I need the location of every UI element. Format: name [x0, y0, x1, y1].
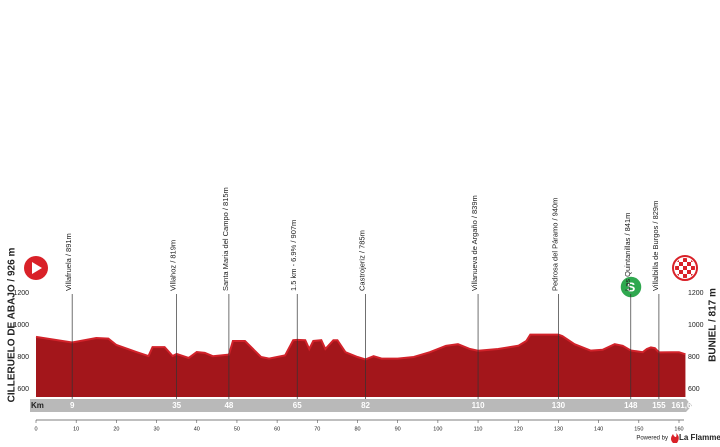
waypoint-label: Villalbilla de Burgos / 829m — [651, 201, 660, 291]
km-marker: 82 — [361, 401, 370, 410]
km-marker: 48 — [224, 401, 233, 410]
profile-edge — [35, 333, 686, 361]
x-tick-label: 90 — [395, 426, 401, 432]
distance-marker: 161,6 — [671, 401, 692, 410]
x-tick-label: 130 — [554, 426, 563, 432]
y-tick-label: 600 — [17, 386, 29, 393]
brand: La FlammeRouge — [679, 433, 720, 442]
x-tick-label: 40 — [194, 426, 200, 432]
km-marker: 35 — [172, 401, 181, 410]
x-tick-label: 140 — [594, 426, 603, 432]
x-tick-label: 20 — [113, 426, 119, 432]
x-tick-label: 150 — [634, 426, 643, 432]
km-marker: 110 — [472, 401, 485, 410]
waypoint-label: Pedrosa del Páramo / 940m — [550, 198, 559, 291]
y2-tick-label: 800 — [688, 354, 700, 361]
y-tick-label: 800 — [17, 354, 29, 361]
x-tick-label: 120 — [514, 426, 523, 432]
sprint-icon-text: S — [627, 279, 636, 294]
km-label: Km — [31, 401, 44, 410]
finish-icon — [672, 255, 698, 281]
y2-tick-label: 1200 — [688, 290, 704, 297]
profile-area — [36, 334, 686, 397]
x-tick-label: 60 — [274, 426, 280, 432]
waypoint-label: Santa Maria del Campo / 815m — [221, 187, 230, 291]
waypoint-label: Villanueva de Argaño / 839m — [470, 195, 479, 291]
finish-label: BUNIEL / 817 m — [708, 288, 719, 362]
y2-tick-label: 600 — [688, 386, 700, 393]
waypoint-label: 1.5 km - 6.9% / 907m — [289, 220, 298, 291]
x-tick-label: 70 — [314, 426, 320, 432]
waypoint-label: Villafruela / 891m — [64, 233, 73, 291]
powered-by: Powered by — [636, 436, 668, 442]
waypoint-label: Villahoz / 819m — [169, 240, 178, 291]
brand-icon — [671, 433, 679, 443]
x-tick-label: 80 — [354, 426, 360, 432]
km-marker: 155 — [652, 401, 666, 410]
start-icon — [24, 256, 48, 280]
x-tick-label: 110 — [474, 426, 483, 432]
start-label: CILLERUELO DE ABAJO / 926 m — [7, 248, 18, 403]
waypoint-label: Las Quintanillas / 841m — [623, 213, 632, 291]
km-marker: 130 — [552, 401, 566, 410]
y2-tick-label: 1000 — [688, 322, 704, 329]
waypoint-label: Castrojeriz / 785m — [358, 230, 367, 291]
x-tick-label: 0 — [34, 426, 37, 432]
km-marker: 65 — [293, 401, 302, 410]
km-marker: 9 — [70, 401, 75, 410]
km-ribbon — [30, 399, 692, 412]
y-tick-label: 1200 — [13, 290, 29, 297]
x-tick-label: 100 — [433, 426, 442, 432]
x-tick-label: 10 — [73, 426, 79, 432]
x-tick-label: 50 — [234, 426, 240, 432]
x-tick-label: 160 — [674, 426, 683, 432]
km-marker: 148 — [624, 401, 638, 410]
y-tick-label: 1000 — [13, 322, 29, 329]
x-tick-label: 30 — [154, 426, 160, 432]
